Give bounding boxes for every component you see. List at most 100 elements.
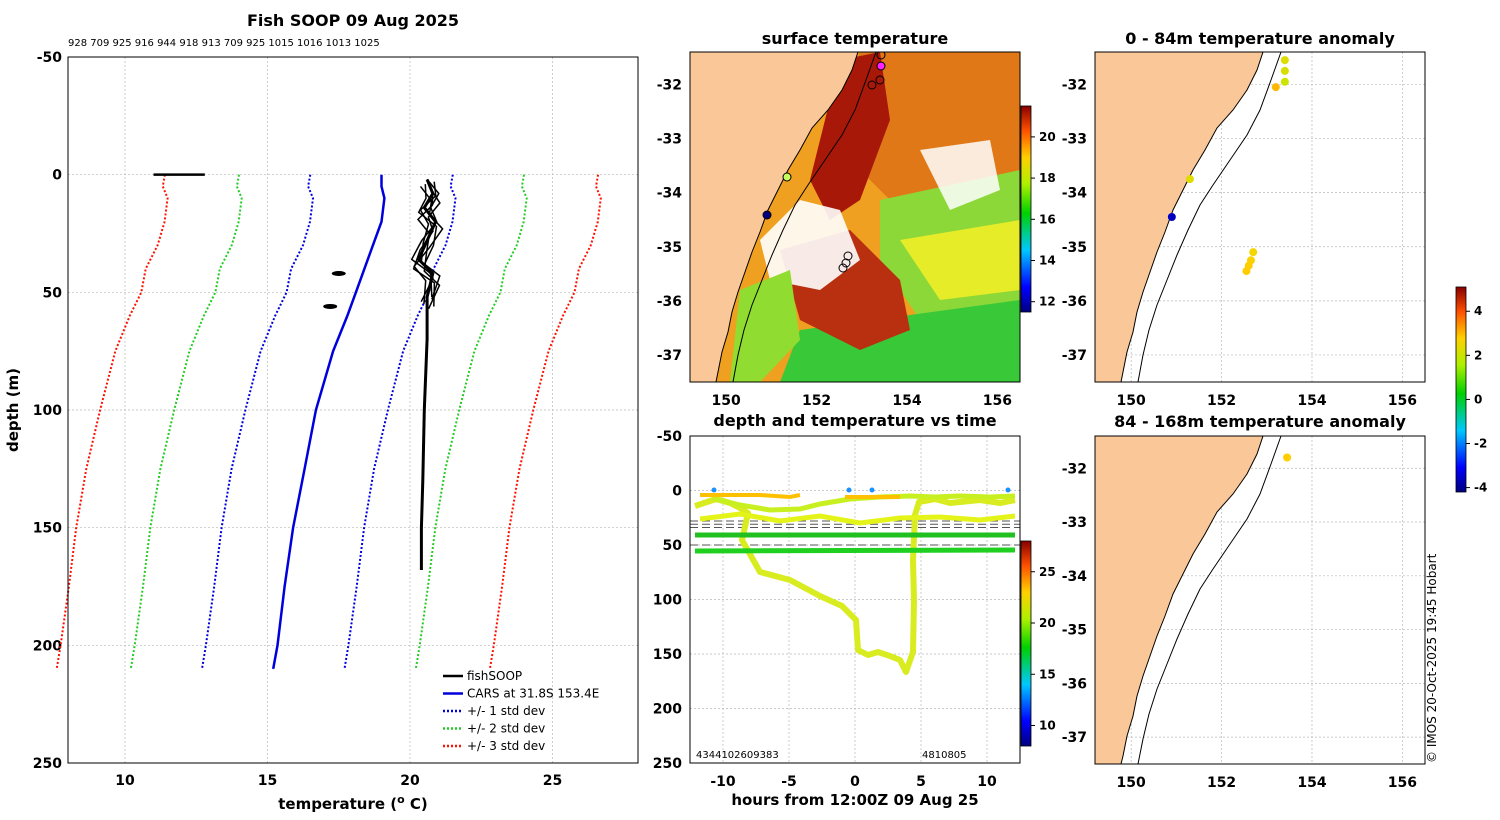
profile-ytick: 0 (52, 168, 62, 184)
time-xtick: -5 (781, 774, 797, 790)
profile-fishsoop-cast (416, 191, 441, 310)
time-ytick: -50 (657, 429, 683, 445)
colorbar-tick: 16 (1039, 212, 1056, 226)
colorbar-tick: -2 (1474, 437, 1487, 451)
map-xtick: 152 (1207, 775, 1236, 791)
map-ytick: -33 (1062, 132, 1087, 148)
anomaly-lower-title: 84 - 168m temperature anomaly (1114, 412, 1406, 431)
sst-title: surface temperature (762, 29, 949, 48)
time-xtick: 10 (977, 774, 997, 790)
sst-coastline (715, 52, 859, 382)
map-ytick: -33 (657, 132, 682, 148)
profile-lines (55, 173, 602, 670)
time-colorbar: 10 15 20 25 (1020, 540, 1056, 747)
anomaly-upper-panel: 0 - 84m temperature anomaly 150 152 154 156… (1062, 29, 1426, 409)
map-ytick: -37 (1062, 348, 1087, 364)
anomaly-point (1280, 56, 1289, 65)
map-xtick: 150 (1117, 393, 1146, 409)
profile-panel: Fish SOOP 09 Aug 2025 928 709 925 916 94… (4, 11, 639, 813)
anomaly-lower-panel: 84 - 168m temperature anomaly 150 152 154 1… (1062, 412, 1426, 791)
map-ytick: -33 (1062, 515, 1087, 531)
colorbar-tick: 20 (1039, 616, 1056, 630)
map-ytick: -32 (1062, 461, 1087, 477)
anomaly-upper-land (1095, 52, 1264, 382)
colorbar-tick: 18 (1039, 171, 1056, 185)
credit-text: © IMOS 20-Oct-2025 19:45 Hobart (1425, 553, 1439, 763)
map-ytick: -34 (1062, 186, 1088, 202)
anomaly-point (1167, 213, 1176, 221)
anomaly-upper-isobath (1137, 52, 1282, 382)
map-xtick: 154 (1297, 393, 1326, 409)
profile-axes-frame (67, 56, 639, 764)
sst-isobath (732, 52, 877, 382)
profile-ytick: 150 (33, 521, 62, 537)
profile-ytick: -50 (37, 50, 63, 66)
time-xtick: 0 (850, 774, 860, 790)
profile-std-line (488, 174, 602, 670)
map-ytick: -37 (657, 348, 682, 364)
profile-xtick: 20 (400, 773, 420, 789)
profile-grid (68, 56, 638, 764)
profile-title: Fish SOOP 09 Aug 2025 (247, 11, 459, 30)
legend-label: +/- 2 std dev (467, 722, 545, 736)
sst-colorbar: 12 14 16 18 20 (1020, 105, 1056, 313)
colorbar-tick: 10 (1039, 719, 1056, 733)
map-ytick: -36 (657, 294, 682, 310)
profile-std-line (343, 174, 457, 670)
map-xtick: 156 (983, 393, 1012, 409)
sst-axes-frame (689, 51, 1021, 383)
colorbar-tick: 20 (1039, 130, 1056, 144)
map-xtick: 150 (1117, 775, 1146, 791)
time-ytick: 200 (653, 702, 682, 718)
time-ytick: 0 (672, 484, 682, 500)
anomaly-lower-isobath (1137, 436, 1282, 764)
time-title: depth and temperature vs time (713, 411, 996, 430)
colorbar-tick: 4 (1474, 304, 1482, 318)
sst-ticks: 150 152 154 156 -32 -33 -34 -35 -36 -37 (657, 77, 1012, 409)
anomaly-upper-map (1095, 52, 1282, 382)
map-ytick: -36 (1062, 676, 1087, 692)
colorbar-tick: 2 (1474, 348, 1482, 362)
anomaly-lower-points (1283, 453, 1292, 462)
anomaly-point (1283, 453, 1292, 462)
profile-fishsoop-cast (413, 185, 444, 305)
map-ytick: -35 (1062, 623, 1087, 639)
profile-header-numbers: 928 709 925 916 944 918 913 709 925 1015… (68, 38, 380, 49)
profile-ytick: 200 (33, 638, 62, 654)
legend-label: fishSOOP (467, 669, 522, 683)
anomaly-point (1280, 77, 1289, 86)
profile-xtick: 25 (543, 773, 562, 789)
profile-ticks: 10 15 20 25 -50 0 50 100 150 200 250 (33, 50, 562, 789)
colorbar-tick: 14 (1039, 254, 1056, 268)
anomaly-lower-land (1095, 436, 1264, 764)
colorbar-tick: 12 (1039, 295, 1056, 309)
profile-ytick: 250 (33, 756, 62, 772)
map-xtick: 150 (712, 393, 741, 409)
sst-map (690, 52, 1020, 382)
profile-ytick: 50 (43, 285, 63, 301)
map-ytick: -36 (1062, 294, 1087, 310)
sst-land (690, 52, 858, 382)
anomaly-point (1185, 175, 1194, 184)
anomaly-upper-points (1167, 56, 1289, 276)
time-series (694, 487, 1016, 675)
profile-xtick: 10 (115, 773, 135, 789)
time-bottom-labels-left: 4344102609383 (696, 750, 779, 761)
anomaly-lower-frame (1094, 435, 1426, 765)
map-ytick: -34 (657, 186, 683, 202)
map-xtick: 156 (1388, 775, 1417, 791)
profile-xtick: 15 (258, 773, 277, 789)
map-xtick: 154 (892, 393, 921, 409)
profile-fishsoop-blob (331, 271, 346, 277)
legend-label: +/- 3 std dev (467, 739, 545, 753)
anomaly-upper-title: 0 - 84m temperature anomaly (1125, 29, 1395, 48)
sst-panel: surface temperature 150 152 154 156 (657, 29, 1056, 409)
time-ytick: 250 (653, 756, 682, 772)
profile-std-line (201, 174, 315, 670)
map-xtick: 152 (802, 393, 831, 409)
profile-std-line (414, 174, 528, 670)
anomaly-point (1242, 267, 1251, 276)
time-xtick: 5 (916, 774, 926, 790)
map-ytick: -34 (1062, 569, 1088, 585)
